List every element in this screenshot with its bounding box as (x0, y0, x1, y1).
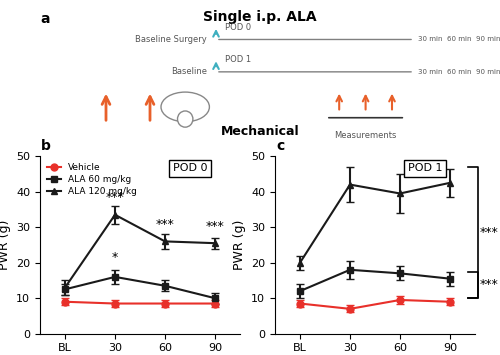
Text: ***: *** (480, 278, 499, 291)
Text: ***: *** (106, 191, 124, 204)
Text: Mechanical: Mechanical (220, 125, 300, 138)
Text: b: b (41, 139, 51, 153)
Legend: Vehicle, ALA 60 mg/kg, ALA 120 mg/kg: Vehicle, ALA 60 mg/kg, ALA 120 mg/kg (44, 161, 140, 198)
Text: c: c (276, 139, 284, 153)
Circle shape (161, 92, 210, 122)
Text: POD 0: POD 0 (225, 23, 251, 32)
Text: POD 1: POD 1 (225, 55, 251, 64)
Text: POD 0: POD 0 (173, 163, 208, 173)
Text: *: * (112, 251, 118, 264)
Y-axis label: PWR (g): PWR (g) (0, 220, 10, 270)
Text: 30 min  60 min  90 min: 30 min 60 min 90 min (418, 69, 500, 75)
Text: ***: *** (206, 219, 225, 233)
Text: a: a (40, 12, 50, 27)
Text: Measurements: Measurements (334, 131, 397, 140)
Text: ***: *** (480, 226, 499, 239)
Text: Baseline: Baseline (171, 67, 207, 76)
Text: 30 min  60 min  90 min: 30 min 60 min 90 min (418, 37, 500, 43)
Text: Single i.p. ALA: Single i.p. ALA (203, 10, 317, 24)
Ellipse shape (178, 111, 193, 127)
Y-axis label: PWR (g): PWR (g) (232, 220, 245, 270)
Text: Baseline Surgery: Baseline Surgery (136, 35, 207, 44)
Text: POD 1: POD 1 (408, 163, 442, 173)
Text: ***: *** (156, 218, 174, 231)
